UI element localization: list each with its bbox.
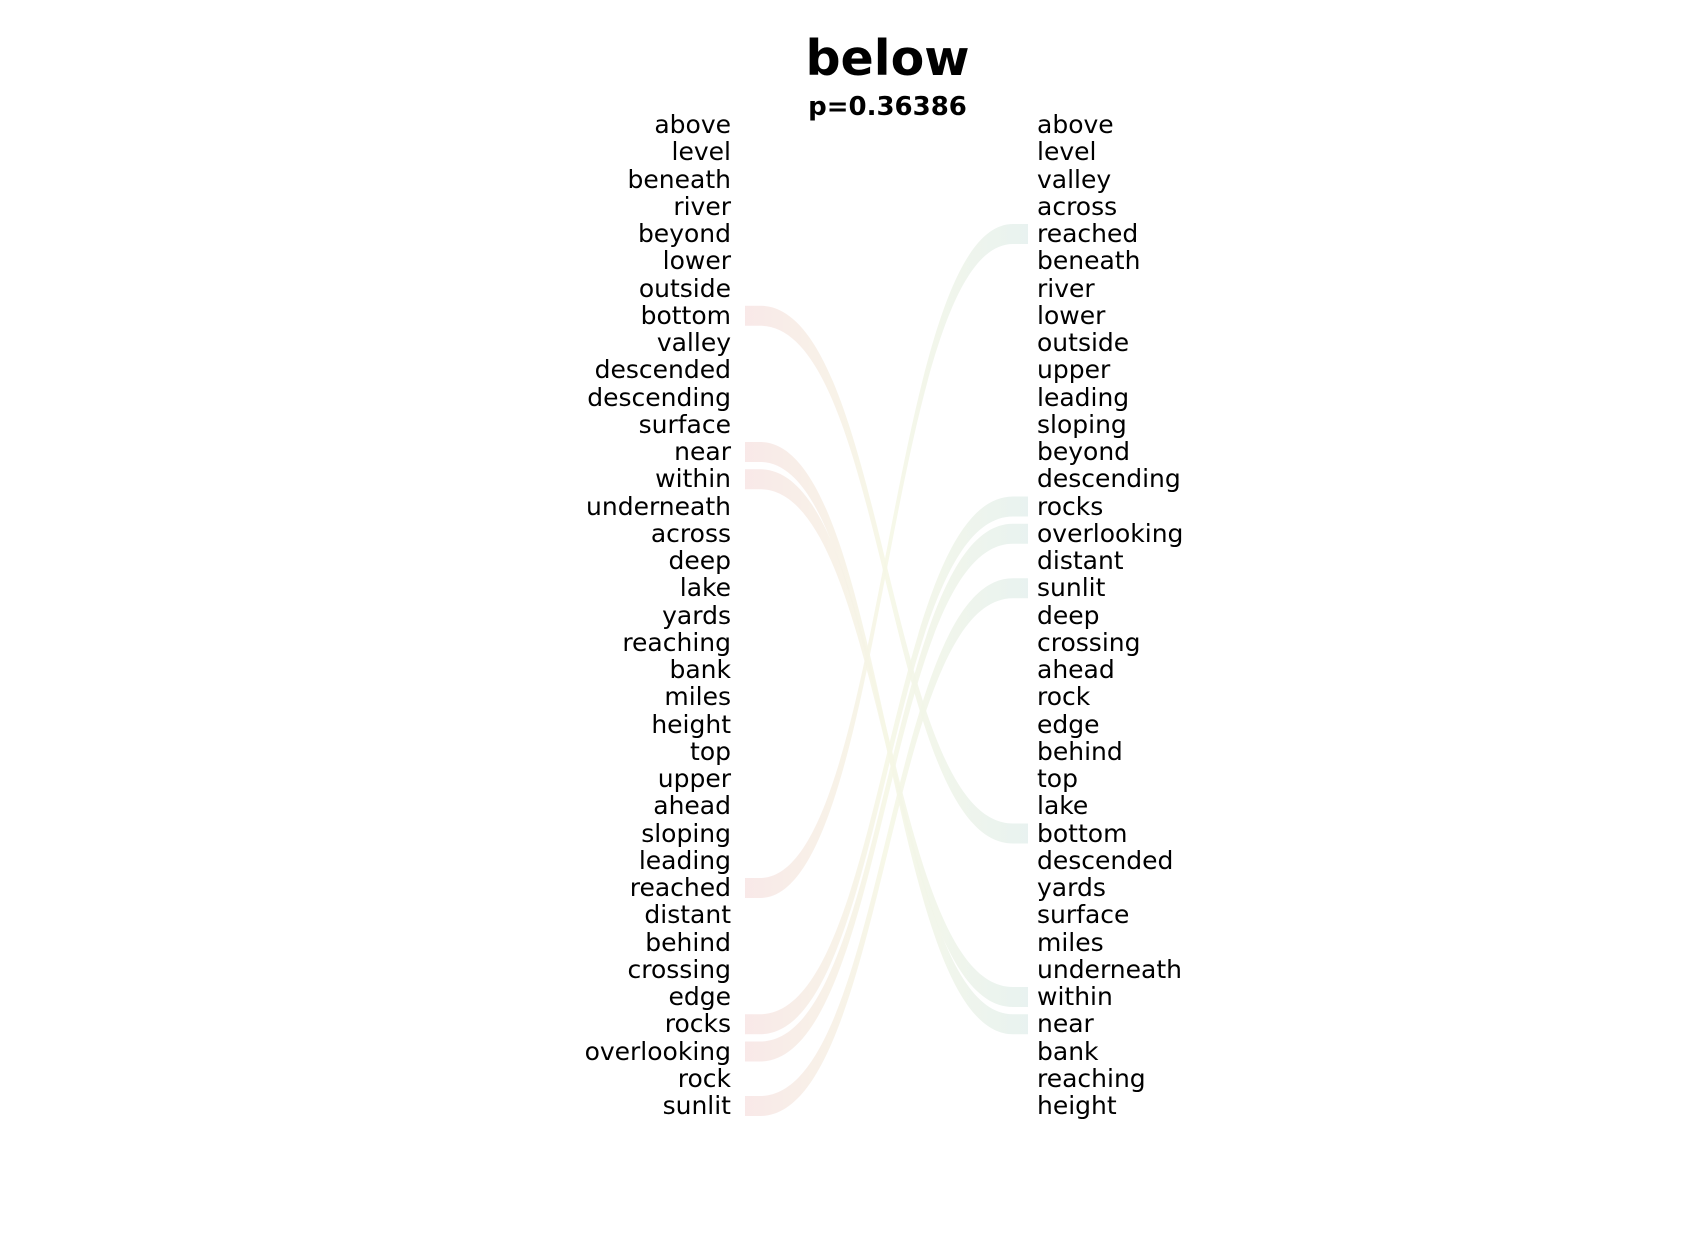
right-word: rock (1037, 682, 1091, 712)
left-word: above (654, 110, 731, 139)
right-word: rocks (1037, 491, 1104, 521)
left-word: rocks (664, 1009, 731, 1039)
left-word: beneath (627, 164, 731, 194)
rank-link-reached (745, 224, 1028, 898)
left-word: rock (677, 1063, 731, 1093)
left-word: lake (679, 573, 731, 603)
right-word: miles (1037, 927, 1104, 957)
right-word: edge (1037, 709, 1100, 739)
right-word: height (1037, 1091, 1117, 1120)
left-word: sloping (641, 818, 731, 848)
left-word: descending (587, 382, 731, 412)
left-word: crossing (627, 954, 731, 984)
rank-link-bottom (745, 305, 1028, 844)
left-word: reaching (622, 627, 731, 657)
right-word: level (1037, 137, 1097, 167)
left-word: lower (662, 246, 731, 276)
rank-link-rocks (745, 496, 1028, 1035)
right-word: descended (1037, 845, 1174, 875)
left-word: beyond (637, 219, 731, 248)
right-word: underneath (1037, 954, 1182, 984)
right-word: beneath (1037, 246, 1141, 276)
left-word: across (650, 518, 731, 548)
right-word: lower (1037, 300, 1106, 330)
diagram-subtitle: p=0.36386 (808, 92, 967, 122)
left-word: level (671, 137, 731, 167)
left-word: behind (645, 927, 731, 957)
right-word: sloping (1037, 409, 1127, 439)
left-word: miles (664, 682, 731, 712)
right-word: bottom (1037, 818, 1128, 848)
left-word: distant (644, 900, 731, 930)
right-word: near (1037, 1009, 1094, 1039)
left-word: leading (638, 845, 731, 875)
right-word: lake (1037, 791, 1089, 821)
right-word: bank (1037, 1036, 1099, 1066)
left-word: underneath (586, 491, 731, 521)
left-word: descended (594, 355, 731, 385)
right-word: reaching (1037, 1063, 1146, 1093)
right-word: behind (1037, 736, 1123, 766)
right-word: valley (1037, 164, 1112, 194)
diagram-title: below (805, 30, 970, 87)
left-word: overlooking (584, 1036, 731, 1066)
right-word: beyond (1037, 437, 1131, 466)
right-word: deep (1037, 600, 1100, 630)
left-word: edge (668, 982, 732, 1011)
right-word: surface (1037, 900, 1130, 930)
left-word: bottom (640, 300, 731, 330)
left-word: yards (662, 600, 731, 630)
right-word: within (1037, 982, 1113, 1011)
right-word: sunlit (1037, 573, 1106, 603)
rank-link-sunlit (745, 578, 1028, 1116)
left-word: river (673, 191, 731, 221)
right-word: yards (1037, 873, 1106, 902)
left-word: reached (629, 873, 731, 902)
right-word: leading (1037, 382, 1130, 412)
rank-link-overlooking (745, 523, 1028, 1062)
right-word: descending (1037, 464, 1181, 494)
rank-link-within (745, 469, 1028, 1007)
left-word: top (690, 736, 731, 766)
left-word: height (651, 709, 731, 739)
right-word: upper (1037, 355, 1111, 385)
left-word: deep (668, 546, 732, 575)
right-word: outside (1037, 328, 1130, 357)
right-word: distant (1037, 546, 1124, 575)
right-word: river (1037, 273, 1095, 303)
left-word: bank (669, 655, 731, 684)
left-word: valley (656, 328, 731, 357)
right-word: above (1037, 110, 1114, 139)
left-word: within (655, 464, 731, 494)
right-word: crossing (1037, 627, 1141, 657)
left-word: near (674, 437, 731, 466)
left-word: ahead (653, 791, 731, 821)
right-word: ahead (1037, 655, 1115, 684)
right-word: reached (1037, 219, 1139, 248)
left-word: upper (657, 764, 731, 793)
right-word: across (1037, 191, 1118, 221)
left-word: surface (638, 409, 731, 439)
right-word: top (1037, 764, 1078, 793)
right-word: overlooking (1037, 518, 1184, 548)
left-word: outside (638, 273, 731, 303)
left-word: sunlit (662, 1091, 731, 1120)
